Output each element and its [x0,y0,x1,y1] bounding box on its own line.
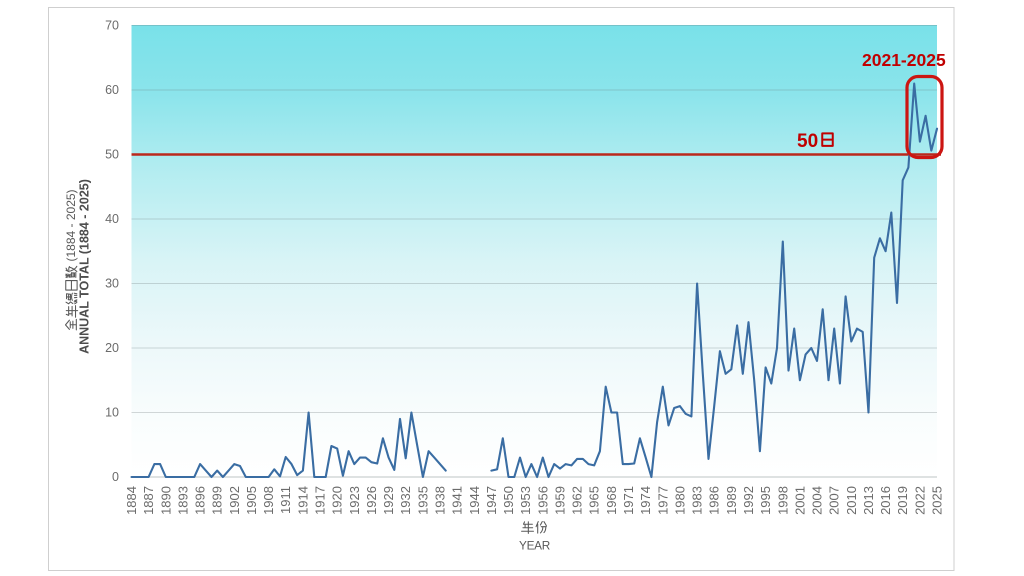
svg-text:2022: 2022 [912,486,927,515]
svg-text:1947: 1947 [484,486,499,515]
svg-text:2021-2025: 2021-2025 [862,50,946,70]
svg-text:1989: 1989 [724,486,739,515]
svg-text:1929: 1929 [381,486,396,515]
svg-text:1905: 1905 [244,486,259,515]
svg-text:2025: 2025 [930,486,945,515]
svg-text:20: 20 [105,341,119,355]
svg-text:1983: 1983 [690,486,705,515]
svg-text:50: 50 [105,148,119,162]
svg-text:2010: 2010 [844,486,859,515]
svg-text:1923: 1923 [347,486,362,515]
svg-text:1968: 1968 [604,486,619,515]
svg-text:1908: 1908 [261,486,276,515]
svg-text:1944: 1944 [467,486,482,515]
svg-text:1995: 1995 [758,486,773,515]
svg-text:1953: 1953 [518,486,533,515]
svg-text:1887: 1887 [141,486,156,515]
svg-text:1950: 1950 [501,486,516,515]
svg-text:2004: 2004 [810,486,825,515]
svg-text:1962: 1962 [570,486,585,515]
svg-text:2001: 2001 [792,486,807,515]
svg-text:0: 0 [112,470,119,484]
svg-text:70: 70 [105,19,119,33]
svg-text:1998: 1998 [775,486,790,515]
svg-text:1974: 1974 [638,486,653,515]
svg-text:1896: 1896 [193,486,208,515]
svg-text:1917: 1917 [313,486,328,515]
svg-text:1941: 1941 [450,486,465,515]
svg-text:1920: 1920 [330,486,345,515]
svg-text:1935: 1935 [415,486,430,515]
svg-text:1890: 1890 [158,486,173,515]
svg-text:(1884 - 2025): (1884 - 2025) [64,189,78,261]
svg-text:1986: 1986 [707,486,722,515]
svg-text:2007: 2007 [827,486,842,515]
svg-text:2019: 2019 [895,486,910,515]
svg-text:40: 40 [105,212,119,226]
svg-text:30: 30 [105,277,119,291]
svg-text:YEAR: YEAR [519,539,550,553]
svg-text:50: 50 [797,131,818,152]
svg-text:1914: 1914 [295,486,310,515]
svg-text:1884: 1884 [124,486,139,515]
svg-text:1956: 1956 [535,486,550,515]
svg-text:1938: 1938 [433,486,448,515]
svg-text:1911: 1911 [278,486,293,514]
svg-text:1977: 1977 [655,486,670,515]
svg-text:1980: 1980 [672,486,687,515]
svg-text:1899: 1899 [210,486,225,515]
svg-text:1932: 1932 [398,486,413,515]
svg-text:1959: 1959 [553,486,568,515]
svg-text:1992: 1992 [741,486,756,515]
svg-text:1965: 1965 [587,486,602,515]
svg-text:1893: 1893 [175,486,190,515]
svg-text:1902: 1902 [227,486,242,515]
svg-text:ANNUAL TOTAL (1884 - 2025): ANNUAL TOTAL (1884 - 2025) [78,179,92,354]
svg-text:2016: 2016 [878,486,893,515]
svg-text:1971: 1971 [621,486,636,515]
svg-text:1926: 1926 [364,486,379,515]
svg-text:2013: 2013 [861,486,876,515]
svg-text:10: 10 [105,406,119,420]
svg-text:60: 60 [105,83,119,97]
